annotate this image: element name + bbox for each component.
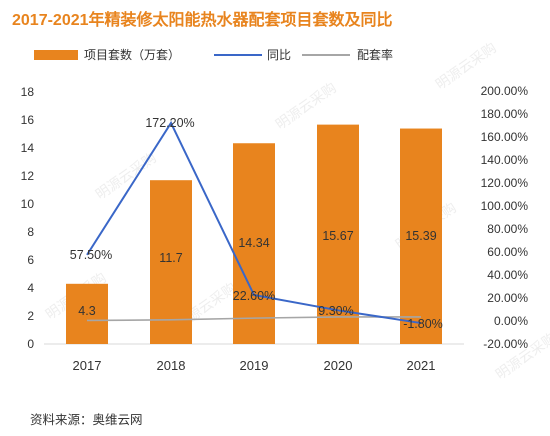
bar: [150, 180, 192, 344]
y-left-tick-label: 2: [27, 309, 34, 323]
y-axis-right: -20.00% 0.00% 20.00% 40.00% 60.00% 80.00% 100.…: [481, 84, 529, 351]
y-axis-left: 0 2 4 6 8 10 12 14 16 18: [21, 85, 35, 351]
source-note: 资料来源：奥维云网: [30, 413, 143, 427]
line-value-label: 57.50%: [70, 248, 112, 262]
y-right-tick-label: 180.00%: [481, 107, 529, 121]
y-left-tick-label: 14: [21, 141, 35, 155]
bar: [400, 128, 442, 344]
x-tick-label: 2021: [407, 358, 436, 373]
x-tick-label: 2018: [157, 358, 186, 373]
legend-swatch-bar: [34, 50, 78, 60]
watermark-text: 明源云采购: [273, 79, 340, 132]
bar: [233, 143, 275, 344]
line-series-ratio: [86, 316, 421, 322]
x-tick-label: 2017: [73, 358, 102, 373]
bar-value-label: 14.34: [238, 236, 269, 250]
bar-value-label: 4.3: [78, 304, 95, 318]
y-left-tick-label: 12: [21, 169, 35, 183]
y-right-tick-label: 140.00%: [481, 153, 529, 167]
bar-value-label: 15.39: [405, 229, 436, 243]
line-yoy-path: [86, 120, 422, 325]
y-left-tick-label: 10: [21, 197, 35, 211]
y-right-tick-label: 100.00%: [481, 199, 529, 213]
y-right-tick-label: 160.00%: [481, 130, 529, 144]
legend-label-bar: 项目套数（万套）: [84, 47, 180, 62]
x-axis: 2017 2018 2019 2020 2021: [44, 343, 464, 373]
y-right-tick-label: 120.00%: [481, 176, 529, 190]
y-right-tick-label: 60.00%: [487, 245, 528, 259]
bar: [66, 283, 108, 344]
y-right-tick-label: 200.00%: [481, 84, 529, 98]
y-left-tick-label: 6: [27, 253, 34, 267]
legend-label-yoy: 同比: [267, 48, 291, 62]
bar-value-label: 15.67: [322, 229, 353, 243]
y-right-tick-label: 0.00%: [494, 314, 528, 328]
line-value-label: 172.20%: [145, 116, 194, 130]
y-right-tick-label: 80.00%: [487, 222, 528, 236]
watermarks: 明源云采购明源云采购明源云采购明源云采购明源云采购明源云采购明源云采购: [43, 39, 550, 382]
legend-label-ratio: 配套率: [357, 47, 393, 62]
x-tick-label: 2019: [240, 358, 269, 373]
bar-labels: 4.3 11.7 14.34 15.67 15.39: [78, 229, 436, 318]
y-left-tick-label: 4: [27, 281, 34, 295]
line-value-label: 22.60%: [233, 289, 275, 303]
legend: 项目套数（万套） 同比 配套率: [34, 47, 393, 62]
line-ratio-path: [86, 316, 421, 322]
y-right-tick-label: 40.00%: [487, 268, 528, 282]
line-value-label: -1.80%: [403, 317, 443, 331]
bar-series: [66, 124, 442, 345]
line-series-yoy: [86, 120, 422, 325]
line-value-label: 9.30%: [318, 304, 353, 318]
y-left-tick-label: 8: [27, 225, 34, 239]
line-labels: 57.50% 172.20% 22.60% 9.30% -1.80%: [70, 116, 443, 331]
chart-title: 2017-2021年精装修太阳能热水器配套项目套数及同比: [12, 12, 393, 29]
y-right-tick-label: 20.00%: [487, 291, 528, 305]
y-right-tick-label: -20.00%: [483, 337, 528, 351]
x-tick-label: 2020: [324, 358, 353, 373]
y-left-tick-label: 18: [21, 85, 35, 99]
y-left-tick-label: 16: [21, 113, 35, 127]
bar-value-label: 11.7: [159, 251, 182, 265]
y-left-tick-label: 0: [27, 337, 34, 351]
